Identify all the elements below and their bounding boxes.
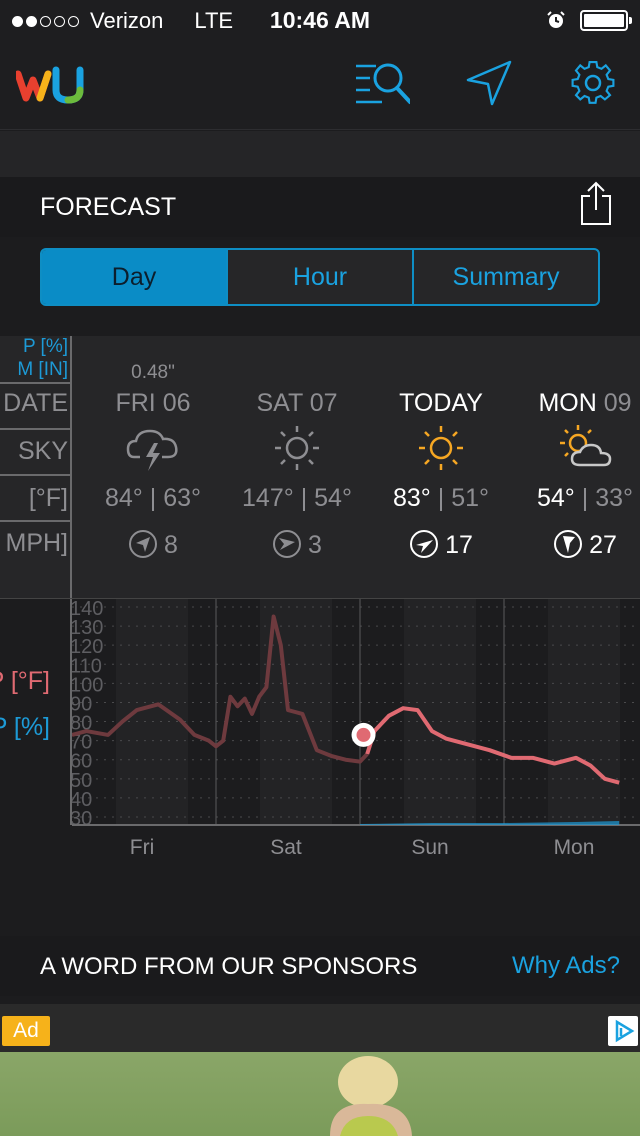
y-tick-label: 70 [72,732,92,754]
sponsor-bar: A WORD FROM OUR SPONSORS Why Ads? [0,936,640,996]
why-ads-link[interactable]: Why Ads? [511,952,620,979]
forecast-chart: P [°F] P [%] 140130120110100908070605040… [0,598,640,859]
wind: 3 [212,529,382,560]
tab-summary[interactable]: Summary [412,250,598,304]
row-labels: P [%] M [IN] DATE SKY [°F] MPH] [0,336,72,598]
gear-icon[interactable] [566,58,622,108]
wind-label: MPH] [5,529,69,557]
chart-axis-labels: P [°F] P [%] [0,599,72,825]
y-tick-label: 80 [72,713,92,735]
precip-pct-label: P [%] [22,336,68,357]
y-tick-label: 40 [72,789,92,811]
sun-icon [419,426,463,470]
forecast-table: P [%] M [IN] DATE SKY [°F] MPH] 0.48" FR… [0,336,640,598]
ad-badge: Ad [2,1016,50,1046]
wind: 27 [500,529,640,560]
signal-dot [40,15,51,27]
alarm-icon [547,11,565,28]
y-tick-label: 30 [72,808,92,830]
day-column-fri[interactable]: 0.48" FRI 06 84° | 63° 8 [78,336,228,598]
signal-dot [12,15,23,27]
sponsor-title: A WORD FROM OUR SPONSORS [40,953,418,980]
signal-dot [54,15,65,27]
battery-icon [580,10,632,31]
wind-direction-icon [273,530,302,558]
temps: 147° | 54° [242,484,352,512]
tab-hour[interactable]: Hour [226,250,412,304]
date-label: DATE [3,389,68,417]
thunderstorm-icon [126,429,178,471]
wind-direction-icon [129,530,158,558]
tab-day[interactable]: Day [42,250,226,304]
night-band [548,599,620,825]
ad-banner[interactable]: Ad [0,1004,640,1136]
day-date: MON 09 [538,389,632,417]
wind: 17 [356,529,526,560]
sky-label: SKY [17,437,68,465]
temp-line-forecast [365,706,620,785]
precip-amount: 0.48" [131,362,175,383]
x-tick-label: Fri [130,836,155,859]
y-tick-label: 120 [72,636,103,658]
night-band [404,599,476,825]
signal-dot [26,15,37,27]
y-tick-label: 110 [72,655,102,677]
sun-icon [275,426,319,470]
y-tick-label: 50 [72,770,92,792]
x-tick-label: Mon [554,836,595,859]
ad-photo [330,1056,412,1136]
night-band [116,599,188,825]
temp-label: [°F] [28,484,68,512]
day-date: FRI 06 [115,389,191,417]
temps: 83° | 51° [392,484,489,512]
y-tick-label: 100 [72,674,103,696]
y-tick-label: 90 [72,693,92,715]
temps: 54° | 33° [536,484,633,512]
y-tick-label: 130 [72,617,103,639]
current-marker-dot [356,727,371,742]
wu-logo[interactable] [16,62,88,108]
day-column-sat[interactable]: SAT 07 147° | 54° 3 [222,336,372,598]
signal-dot [68,15,79,27]
precip-axis-label: P [%] [0,713,50,741]
wind-direction-icon [410,530,439,558]
forecast-header: FORECAST [0,177,640,237]
temp-line-past [72,614,369,764]
search-list-icon[interactable] [354,58,410,108]
temp-axis-label: P [°F] [0,667,50,695]
ad-image[interactable] [0,1052,640,1136]
day-date: TODAY [399,389,483,417]
wind: 8 [68,529,238,560]
day-column-mon[interactable]: MON 09 54° | 33° 27 [510,336,640,598]
carrier: Verizon LTE [12,8,233,34]
location-arrow-icon[interactable] [462,58,518,108]
adchoices-icon[interactable] [608,1016,638,1046]
wind-direction-icon [554,530,583,558]
clock: 10:46 AM [269,7,371,33]
day-column-today[interactable]: TODAY 83° | 51° 17 [366,336,516,598]
x-tick-label: Sat [270,836,302,859]
divider-strip [0,131,640,177]
partly-cloudy-icon [560,425,612,467]
view-tabs: Day Hour Summary [40,248,600,306]
forecast-title: FORECAST [40,193,177,221]
network-type: LTE [194,8,234,33]
app-navbar [0,40,640,130]
precip-area [360,821,620,825]
temps: 84° | 63° [104,484,201,512]
carrier-name: Verizon [90,8,164,33]
y-tick-label: 60 [72,751,92,773]
share-icon[interactable] [578,180,614,228]
day-date: SAT 07 [256,389,338,417]
precip-in-label: M [IN] [17,359,68,380]
status-bar: Verizon LTE 10:46 AM [0,0,640,40]
x-tick-label: Sun [411,836,448,859]
y-tick-label: 140 [72,599,103,620]
